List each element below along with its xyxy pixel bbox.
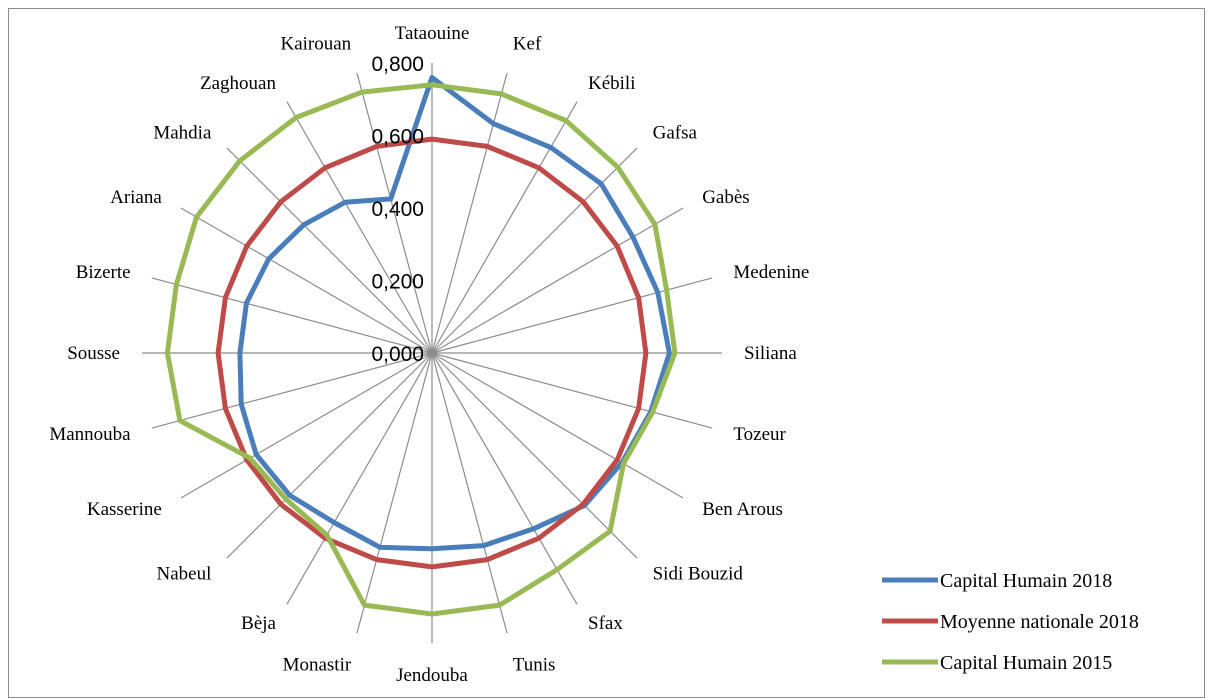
- spoke-16: [180, 352, 433, 499]
- tick-label: 0,400: [371, 198, 424, 221]
- spoke-23: [356, 72, 433, 354]
- category-label: Kasserine: [87, 499, 162, 520]
- category-label: Zaghouan: [200, 73, 276, 94]
- tick-label: 0,800: [371, 53, 424, 76]
- spoke-19: [151, 277, 433, 354]
- spoke-13: [356, 352, 433, 634]
- category-label: Kébili: [588, 73, 636, 94]
- legend: Capital Humain 2018 Moyenne nationale 201…: [882, 570, 1139, 674]
- series-line-moyenne-nationale-2018: [215, 136, 649, 570]
- category-label: Gabès: [702, 187, 749, 208]
- series-layer: [164, 75, 678, 617]
- spoke-20: [180, 207, 433, 354]
- radial-tick-labels: 0,000 0,200 0,400 0,600 0,800: [371, 53, 424, 366]
- legend-label: Capital Humain 2018: [940, 570, 1112, 592]
- spoke-21: [226, 147, 433, 354]
- category-label: Bizerte: [76, 262, 131, 283]
- category-label: Tataouine: [395, 23, 470, 44]
- tick-label: 0,600: [371, 126, 424, 149]
- series-line-capital-humain-2015: [164, 82, 678, 617]
- spoke-11: [431, 352, 508, 634]
- spoke-2: [431, 101, 578, 354]
- category-label: Mahdia: [153, 122, 212, 143]
- legend-label: Capital Humain 2015: [940, 652, 1112, 674]
- spoke-9: [431, 352, 638, 559]
- category-label: Bèja: [241, 613, 276, 634]
- category-label: Sousse: [67, 343, 120, 364]
- tick-label: 0,000: [371, 343, 424, 366]
- category-label: Ben Arous: [702, 499, 783, 520]
- category-label: Kairouan: [280, 34, 351, 55]
- tick-label: 0,200: [371, 271, 424, 294]
- category-label: Sidi Bouzid: [653, 564, 744, 585]
- category-label: Gafsa: [653, 122, 698, 143]
- category-label: Tozeur: [733, 424, 786, 445]
- spoke-15: [226, 352, 433, 559]
- spoke-17: [151, 352, 433, 429]
- series-line-capital-humain-2018: [237, 75, 672, 552]
- category-label: Medenine: [733, 262, 809, 283]
- spoke-1: [431, 72, 508, 354]
- spoke-4: [431, 207, 684, 354]
- spoke-14: [286, 352, 433, 605]
- spoke-3: [431, 147, 638, 354]
- spoke-grid: [142, 63, 722, 643]
- radar-chart: 0,000 0,200 0,400 0,600 0,800 Tataouine Kef Ké…: [49, 23, 1139, 684]
- spoke-8: [431, 352, 684, 499]
- category-label: Nabeul: [157, 564, 212, 585]
- spoke-7: [431, 352, 713, 429]
- category-label: Siliana: [744, 343, 797, 364]
- category-label: Sfax: [588, 613, 623, 634]
- spoke-22: [286, 101, 433, 354]
- spoke-10: [431, 352, 578, 605]
- category-label: Jendouba: [396, 665, 468, 684]
- category-label: Kef: [513, 34, 542, 55]
- category-label: Mannouba: [49, 424, 131, 445]
- category-label: Ariana: [110, 187, 162, 208]
- category-label: Tunis: [513, 654, 556, 675]
- legend-label: Moyenne nationale 2018: [940, 611, 1139, 633]
- category-label: Monastir: [283, 654, 352, 675]
- category-labels: Tataouine Kef Kébili Gafsa Gabès Medenine Sili…: [49, 23, 809, 684]
